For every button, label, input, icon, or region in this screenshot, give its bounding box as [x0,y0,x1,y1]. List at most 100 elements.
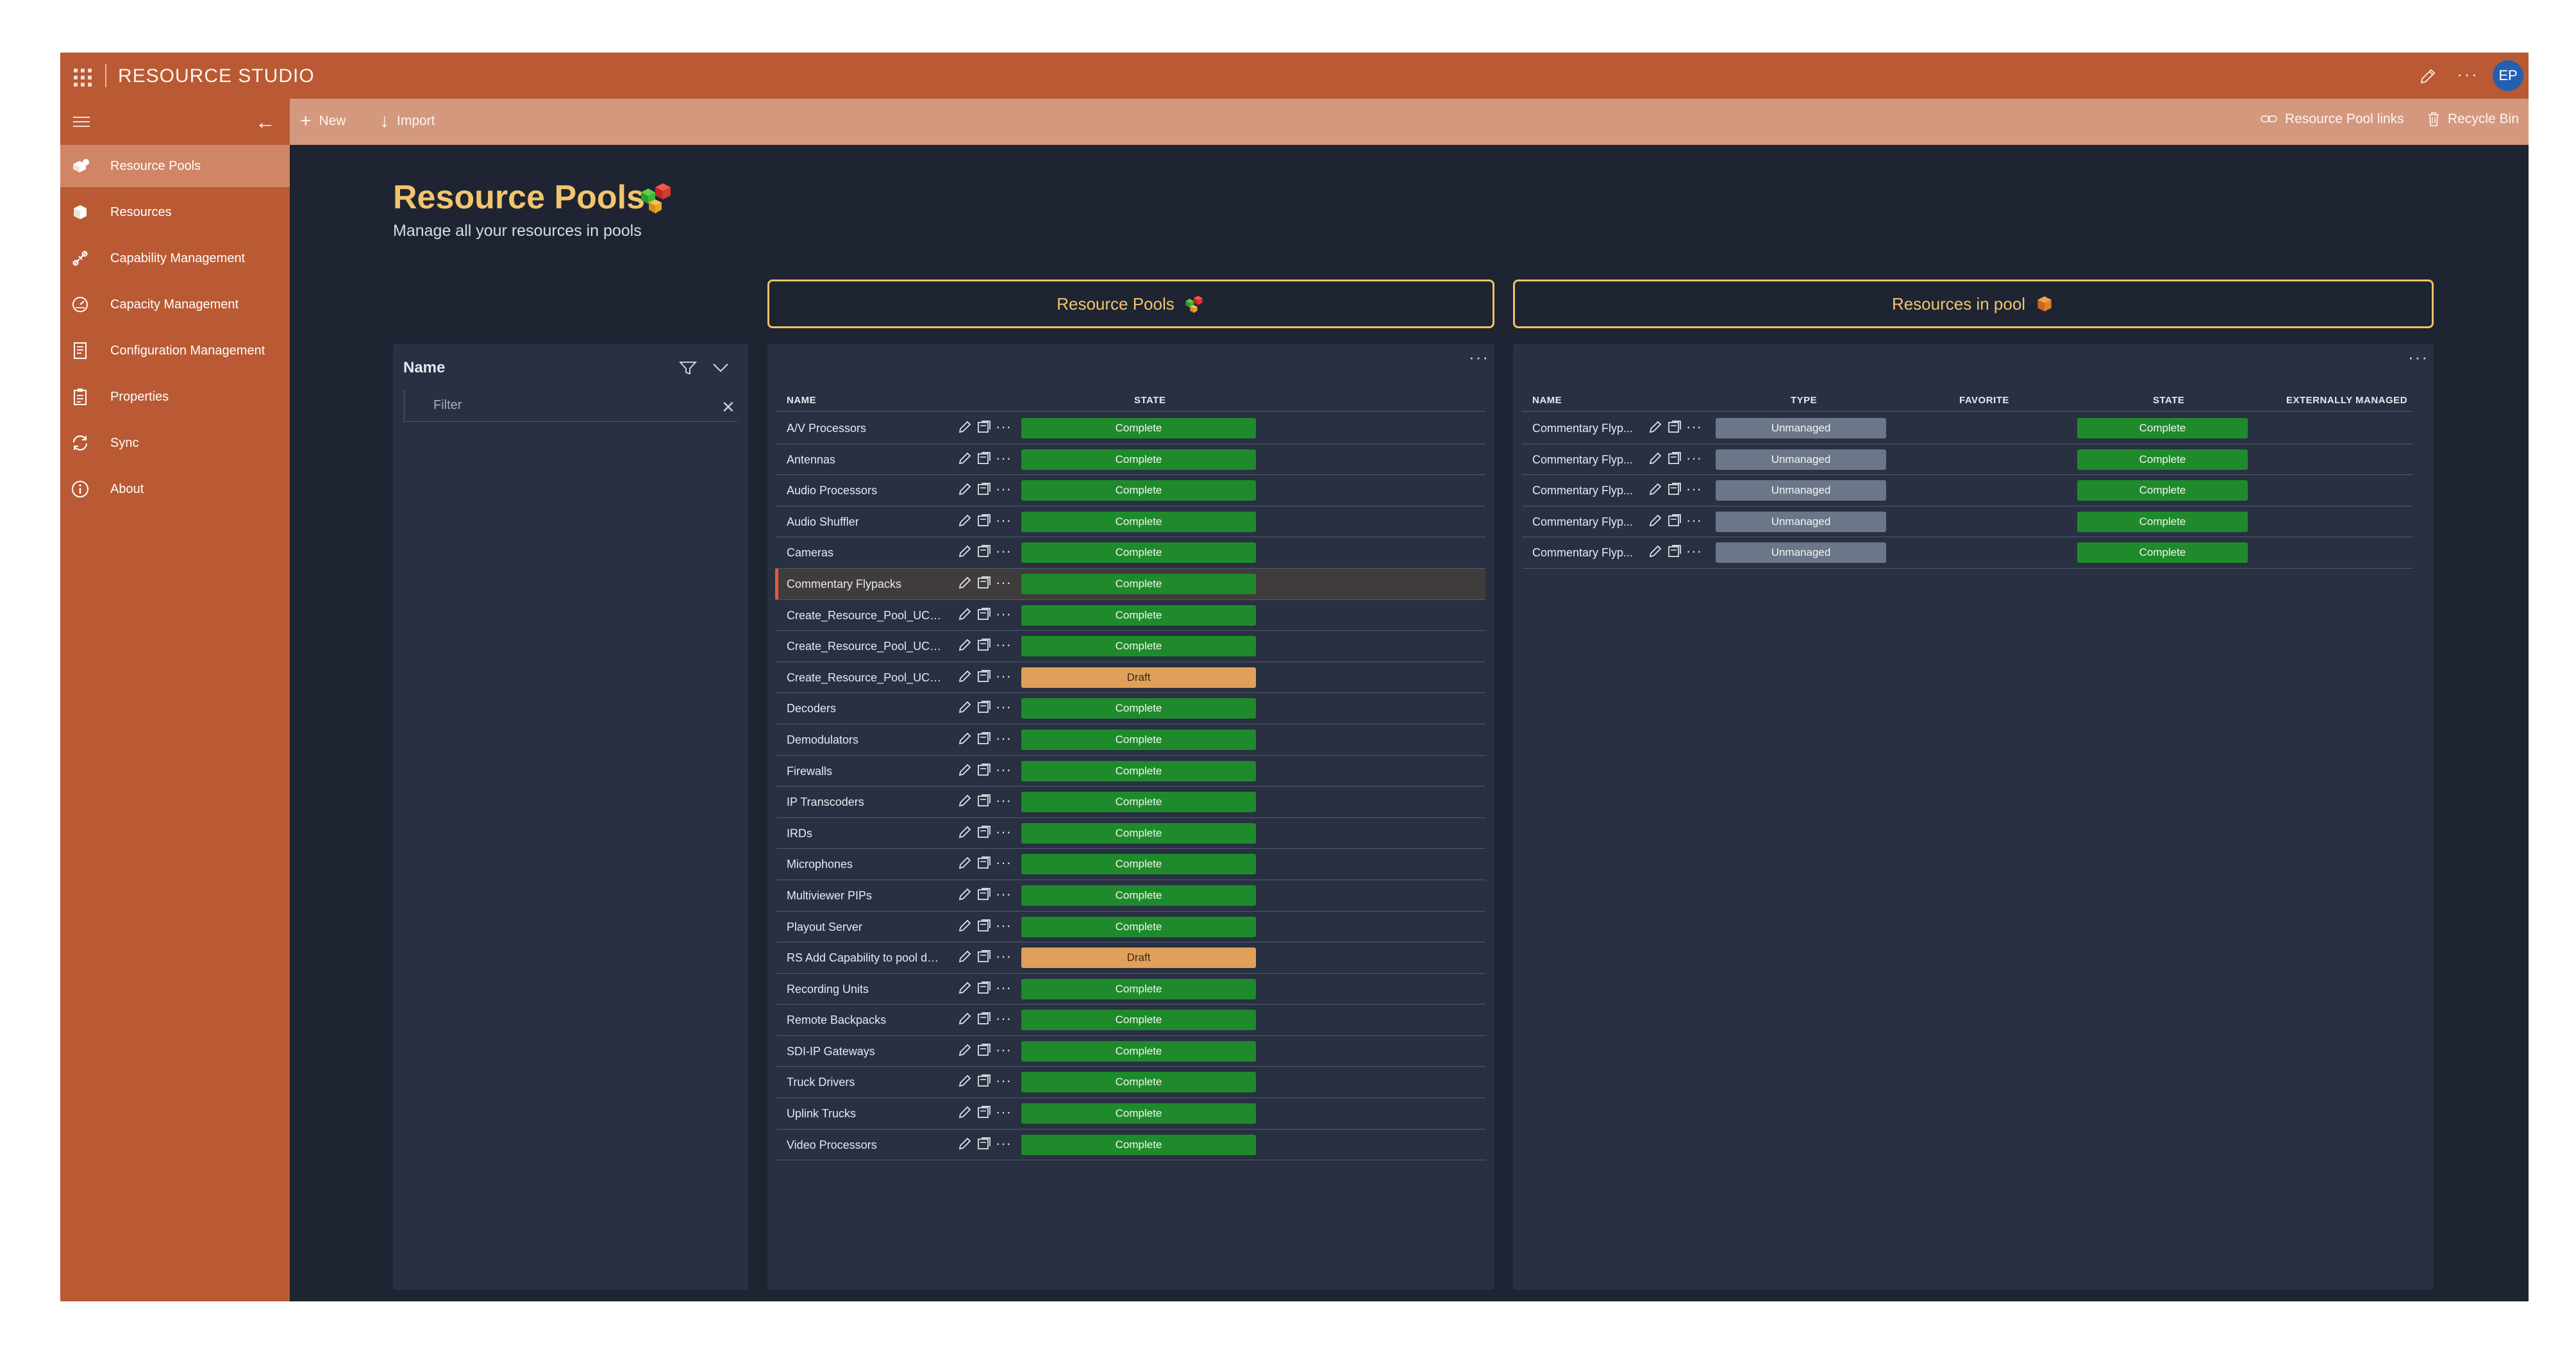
open-in-panel-icon[interactable] [976,1073,992,1089]
table-row[interactable]: SDI-IP Gateways ··· Complete [776,1036,1485,1067]
table-row[interactable]: Commentary Flyp... ··· Unmanaged Complete [1522,537,2413,569]
table-row[interactable]: Recording Units ··· Complete [776,974,1485,1005]
open-in-panel-icon[interactable] [1667,419,1682,435]
row-more-options-icon[interactable]: ··· [996,667,1012,684]
row-more-options-icon[interactable]: ··· [996,1104,1012,1121]
open-in-panel-icon[interactable] [976,606,992,622]
open-in-panel-icon[interactable] [976,918,992,933]
row-more-options-icon[interactable]: ··· [996,512,1012,528]
table-row[interactable]: Demodulators ··· Complete [776,724,1485,756]
open-in-panel-icon[interactable] [976,451,992,466]
row-more-options-icon[interactable]: ··· [996,637,1012,653]
row-more-options-icon[interactable]: ··· [996,543,1012,560]
hamburger-menu-icon[interactable] [73,117,90,127]
table-row[interactable]: Commentary Flyp... ··· Unmanaged Complete [1522,475,2413,506]
row-more-options-icon[interactable]: ··· [996,574,1012,590]
edit-pencil-icon[interactable] [2418,67,2438,86]
open-in-panel-icon[interactable] [976,1136,992,1151]
edit-pencil-icon[interactable] [957,419,973,435]
table-row[interactable]: Microphones ··· Complete [776,849,1485,880]
row-more-options-icon[interactable]: ··· [996,449,1012,466]
open-in-panel-icon[interactable] [976,575,992,590]
edit-pencil-icon[interactable] [957,575,973,590]
table-row[interactable]: Multiviewer PIPs ··· Complete [776,880,1485,912]
filter-funnel-icon[interactable] [679,360,697,376]
row-more-options-icon[interactable]: ··· [996,761,1012,778]
edit-pencil-icon[interactable] [957,949,973,964]
open-in-panel-icon[interactable] [976,544,992,559]
edit-pencil-icon[interactable] [1648,481,1663,497]
resource-pool-links-button[interactable]: Resource Pool links [2261,112,2404,127]
table-row[interactable]: Audio Shuffler ··· Complete [776,506,1485,538]
edit-pencil-icon[interactable] [957,1136,973,1151]
edit-pencil-icon[interactable] [1648,513,1663,528]
import-button[interactable]: ↓ Import [380,112,435,131]
row-more-options-icon[interactable]: ··· [996,605,1012,622]
column-header-favorite[interactable]: FAVORITE [1959,395,2009,406]
table-row[interactable]: RS Add Capability to pool dRj... ··· Draft [776,942,1485,974]
open-in-panel-icon[interactable] [976,949,992,964]
table-row[interactable]: Uplink Trucks ··· Complete [776,1098,1485,1130]
open-in-panel-icon[interactable] [976,1042,992,1058]
edit-pencil-icon[interactable] [957,1011,973,1026]
column-header-name[interactable]: NAME [1532,395,1562,406]
table-row[interactable]: Video Processors ··· Complete [776,1130,1485,1161]
open-in-panel-icon[interactable] [976,419,992,435]
edit-pencil-icon[interactable] [957,1073,973,1089]
sidebar-item-about[interactable]: About [60,468,290,510]
table-row[interactable]: A/V Processors ··· Complete [776,413,1485,444]
row-more-options-icon[interactable]: ··· [996,979,1012,996]
clear-filter-icon[interactable]: ✕ [721,397,735,417]
tab-resources-in-pool[interactable]: Resources in pool [1513,280,2434,328]
row-more-options-icon[interactable]: ··· [996,481,1012,497]
open-in-panel-icon[interactable] [976,731,992,746]
open-in-panel-icon[interactable] [976,1011,992,1026]
open-in-panel-icon[interactable] [976,980,992,996]
open-in-panel-icon[interactable] [1667,544,1682,559]
sidebar-item-properties[interactable]: Properties [60,376,290,418]
open-in-panel-icon[interactable] [976,481,992,497]
back-arrow-icon[interactable]: ← [255,110,276,133]
sidebar-item-capability-management[interactable]: Capability Management [60,237,290,280]
edit-pencil-icon[interactable] [957,824,973,840]
row-more-options-icon[interactable]: ··· [996,1041,1012,1058]
open-in-panel-icon[interactable] [976,762,992,778]
edit-pencil-icon[interactable] [957,699,973,715]
open-in-panel-icon[interactable] [976,669,992,684]
edit-pencil-icon[interactable] [957,918,973,933]
row-more-options-icon[interactable]: ··· [996,1072,1012,1089]
open-in-panel-icon[interactable] [976,855,992,871]
column-header-type[interactable]: TYPE [1791,395,1818,406]
row-more-options-icon[interactable]: ··· [1686,481,1702,497]
edit-pencil-icon[interactable] [957,1042,973,1058]
table-row[interactable]: Create_Resource_Pool_UC001_... ··· Complet… [776,600,1485,631]
open-in-panel-icon[interactable] [1667,481,1682,497]
edit-pencil-icon[interactable] [957,481,973,497]
column-header-name[interactable]: NAME [787,395,817,406]
table-row[interactable]: Audio Processors ··· Complete [776,475,1485,506]
edit-pencil-icon[interactable] [957,606,973,622]
user-avatar[interactable]: EP [2493,60,2523,91]
row-more-options-icon[interactable]: ··· [996,885,1012,902]
open-in-panel-icon[interactable] [976,824,992,840]
table-row[interactable]: Commentary Flyp... ··· Unmanaged Complete [1522,506,2413,538]
table-row[interactable]: Cameras ··· Complete [776,537,1485,569]
sidebar-item-resource-pools[interactable]: Resource Pools [60,145,290,187]
more-options-icon[interactable]: ··· [1469,347,1489,367]
open-in-panel-icon[interactable] [976,699,992,715]
open-in-panel-icon[interactable] [976,637,992,653]
open-in-panel-icon[interactable] [1667,451,1682,466]
edit-pencil-icon[interactable] [957,887,973,902]
row-more-options-icon[interactable]: ··· [996,855,1012,871]
open-in-panel-icon[interactable] [976,793,992,808]
open-in-panel-icon[interactable] [976,513,992,528]
row-more-options-icon[interactable]: ··· [1686,449,1702,466]
edit-pencil-icon[interactable] [957,544,973,559]
table-row[interactable]: Create_Resource_Pool_UC002_... ··· Draft [776,662,1485,694]
row-more-options-icon[interactable]: ··· [996,948,1012,965]
table-row[interactable]: Commentary Flyp... ··· Unmanaged Complete [1522,444,2413,476]
table-row[interactable]: Create_Resource_Pool_UC002_... ··· Complet… [776,631,1485,662]
row-more-options-icon[interactable]: ··· [996,419,1012,435]
sidebar-item-resources[interactable]: Resources [60,191,290,233]
table-row[interactable]: Commentary Flypacks ··· Complete [775,568,1485,600]
